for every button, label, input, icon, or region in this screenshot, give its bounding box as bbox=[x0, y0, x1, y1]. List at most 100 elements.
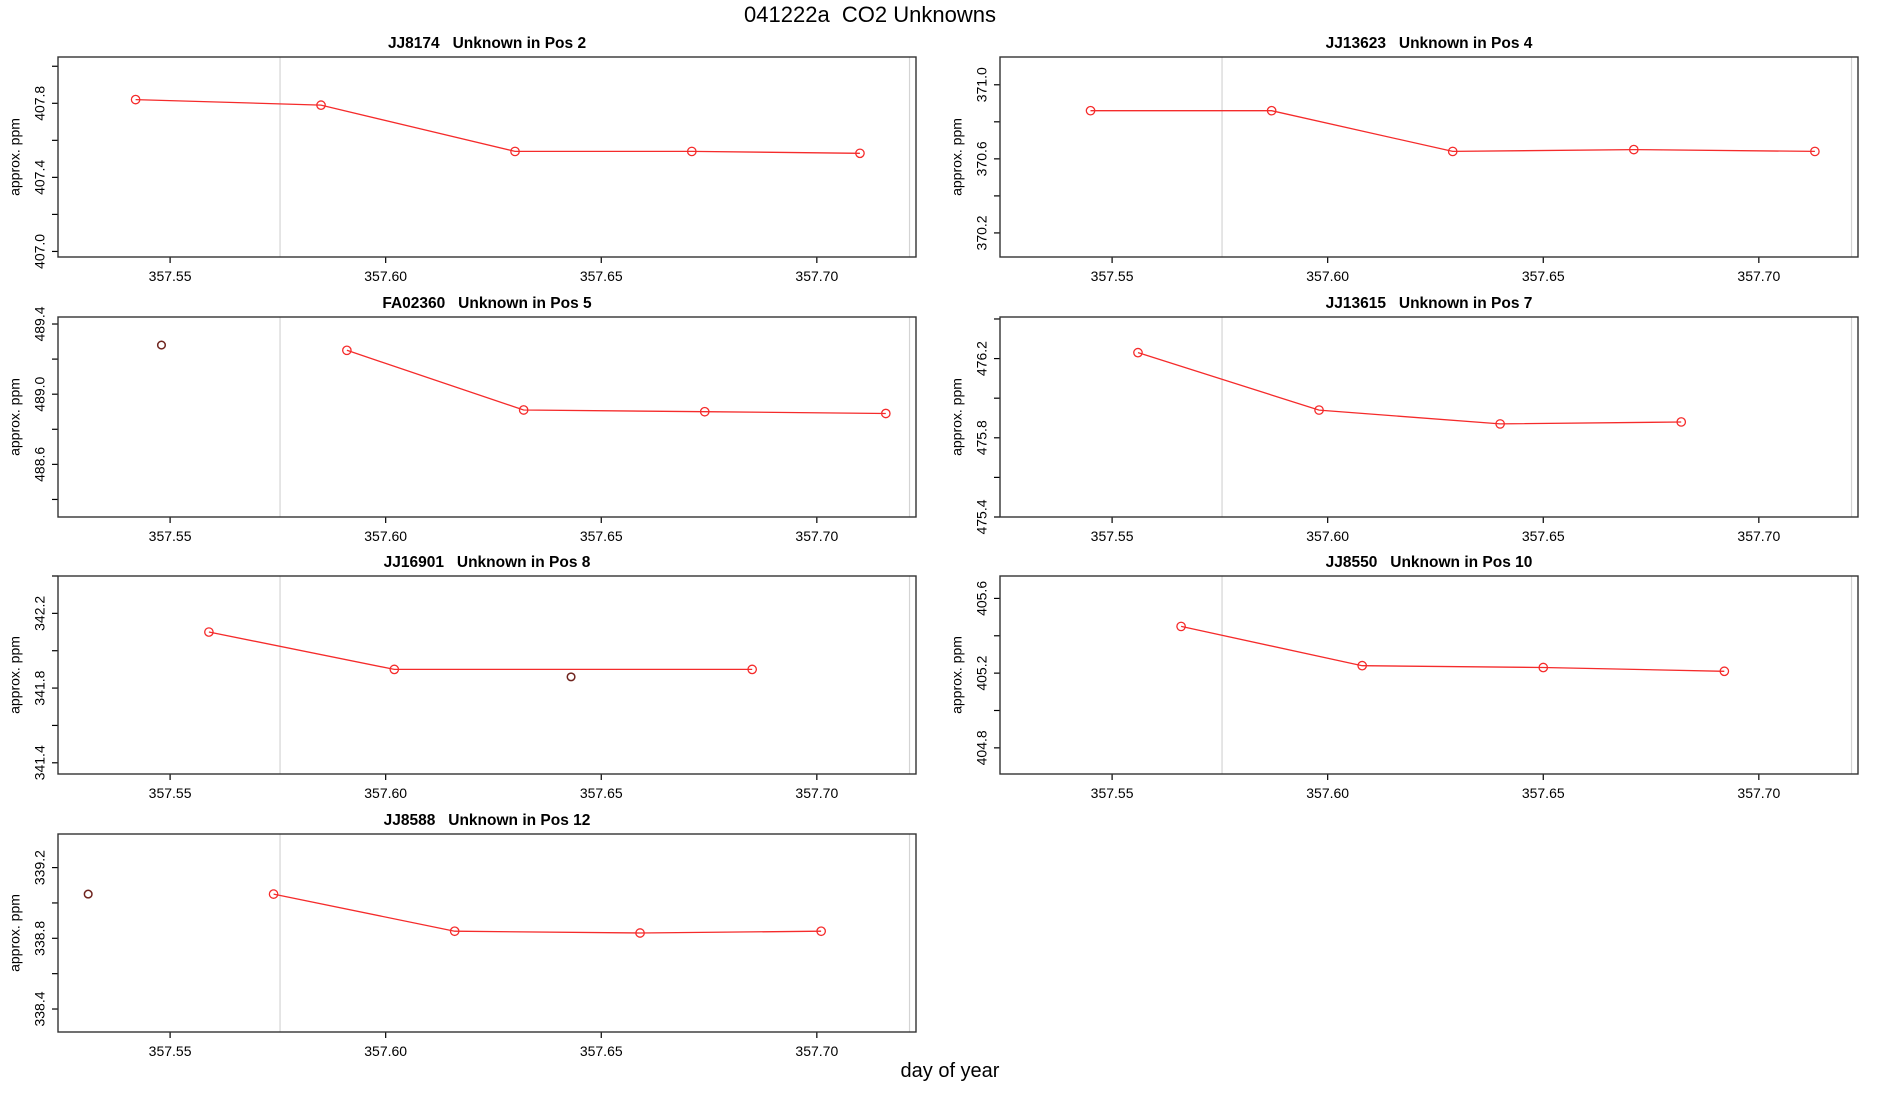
panels-svg: JJ8174 Unknown in Pos 2 357.55 357.60 357.6… bbox=[7, 35, 1859, 1059]
y-tick-label: 489.4 bbox=[32, 306, 48, 341]
x-axis-title: day of year bbox=[900, 1060, 1000, 1082]
y-tick-label: 371.0 bbox=[974, 67, 990, 102]
data-point bbox=[1447, 146, 1458, 157]
y-axis-title: approx. ppm bbox=[7, 378, 23, 456]
data-point bbox=[880, 408, 891, 419]
panel-title: JJ8174 Unknown in Pos 2 bbox=[388, 35, 586, 52]
x-tick-label: 357.70 bbox=[1737, 528, 1780, 544]
x-tick-label: 357.55 bbox=[1091, 785, 1134, 801]
x-tick-label: 357.60 bbox=[364, 785, 407, 801]
panel-jj13623: JJ13623 Unknown in Pos 4 357.55 357.60 357.… bbox=[949, 35, 1859, 284]
series-line bbox=[1137, 351, 1682, 425]
data-point bbox=[1133, 347, 1143, 358]
x-tick-label: 357.55 bbox=[149, 1043, 192, 1059]
panel-frame bbox=[999, 316, 1859, 518]
data-point bbox=[518, 405, 529, 415]
data-point bbox=[1085, 105, 1096, 116]
x-tick-label: 357.60 bbox=[364, 1043, 407, 1059]
data-point bbox=[1676, 417, 1687, 427]
data-point bbox=[686, 146, 697, 157]
y-axis-title: approx. ppm bbox=[949, 636, 965, 714]
y-tick-label: 341.4 bbox=[32, 745, 48, 780]
x-tick-label: 357.65 bbox=[580, 1043, 623, 1059]
y-tick-label: 341.8 bbox=[32, 670, 48, 705]
y-tick-label: 407.4 bbox=[32, 160, 48, 195]
data-point bbox=[1176, 621, 1186, 632]
y-tick-label: 342.2 bbox=[32, 596, 48, 631]
series-line bbox=[208, 631, 753, 671]
y-tick-label: 407.0 bbox=[32, 234, 48, 269]
x-tick-label: 357.55 bbox=[149, 785, 192, 801]
data-point bbox=[855, 148, 865, 159]
y-axis-title: approx. ppm bbox=[949, 118, 965, 196]
y-tick-label: 405.6 bbox=[974, 581, 990, 616]
x-tick-label: 357.70 bbox=[795, 1043, 838, 1059]
x-tick-label: 357.55 bbox=[1091, 268, 1134, 284]
y-tick-label: 476.2 bbox=[974, 341, 990, 376]
data-point bbox=[1628, 144, 1639, 155]
x-tick-label: 357.55 bbox=[1091, 528, 1134, 544]
data-point bbox=[1810, 146, 1820, 157]
y-tick-label: 475.4 bbox=[974, 499, 990, 534]
data-point bbox=[1719, 666, 1730, 677]
panel-frame bbox=[57, 833, 917, 1033]
panel-jj8550: JJ8550 Unknown in Pos 10 357.55 357.60 357.… bbox=[949, 554, 1859, 801]
x-tick-label: 357.70 bbox=[795, 268, 838, 284]
panel-jj8588: JJ8588 Unknown in Pos 12 357.55 357.60 357.… bbox=[7, 812, 917, 1059]
data-point bbox=[1495, 419, 1505, 429]
y-tick-label: 489.0 bbox=[32, 376, 48, 411]
figure-title: 041222a CO2 Unknowns bbox=[744, 2, 996, 27]
x-tick-label: 357.60 bbox=[1306, 268, 1349, 284]
panel-title: JJ8550 Unknown in Pos 10 bbox=[1326, 554, 1533, 571]
x-tick-label: 357.65 bbox=[1522, 268, 1565, 284]
data-point bbox=[316, 100, 326, 110]
data-point bbox=[747, 664, 758, 675]
panel-frame bbox=[999, 575, 1859, 775]
data-point bbox=[449, 926, 460, 937]
panel-title: JJ8588 Unknown in Pos 12 bbox=[384, 812, 591, 829]
series-line bbox=[273, 893, 822, 934]
data-point bbox=[510, 146, 520, 157]
x-tick-label: 357.70 bbox=[1737, 268, 1780, 284]
panel-title: JJ16901 Unknown in Pos 8 bbox=[384, 554, 591, 571]
x-tick-label: 357.65 bbox=[1522, 785, 1565, 801]
data-point bbox=[204, 627, 214, 637]
y-axis-title: approx. ppm bbox=[949, 378, 965, 456]
data-point bbox=[1314, 405, 1324, 415]
x-tick-label: 357.60 bbox=[1306, 785, 1349, 801]
data-point bbox=[342, 345, 352, 356]
panel-title: FA02360 Unknown in Pos 5 bbox=[382, 295, 592, 312]
y-axis-title: approx. ppm bbox=[7, 636, 23, 714]
series-line bbox=[135, 98, 860, 154]
panel-title: JJ13623 Unknown in Pos 4 bbox=[1326, 35, 1533, 52]
outlier-point bbox=[566, 672, 576, 682]
y-tick-label: 475.8 bbox=[974, 420, 990, 455]
data-point bbox=[389, 664, 400, 675]
panel-jj8174: JJ8174 Unknown in Pos 2 357.55 357.60 357.6… bbox=[7, 35, 917, 284]
panel-title: JJ13615 Unknown in Pos 7 bbox=[1326, 295, 1533, 312]
data-point bbox=[1538, 662, 1549, 673]
x-tick-label: 357.70 bbox=[795, 528, 838, 544]
panel-frame bbox=[57, 56, 917, 258]
panel-fa02360: FA02360 Unknown in Pos 5 357.55 357.60 357.… bbox=[7, 295, 917, 544]
y-tick-label: 339.2 bbox=[32, 850, 48, 885]
data-point bbox=[635, 928, 645, 938]
x-tick-label: 357.65 bbox=[1522, 528, 1565, 544]
y-tick-label: 338.8 bbox=[32, 921, 48, 956]
x-tick-label: 357.70 bbox=[795, 785, 838, 801]
y-tick-label: 370.6 bbox=[974, 141, 990, 176]
panel-jj13615: JJ13615 Unknown in Pos 7 357.55 357.60 357.… bbox=[949, 295, 1859, 544]
y-tick-label: 407.8 bbox=[32, 86, 48, 121]
y-axis-title: approx. ppm bbox=[7, 894, 23, 972]
data-point bbox=[816, 926, 826, 937]
panel-jj16901: JJ16901 Unknown in Pos 8 357.55 357.60 357.… bbox=[7, 554, 917, 801]
x-tick-label: 357.70 bbox=[1737, 785, 1780, 801]
panel-frame bbox=[57, 575, 917, 775]
x-tick-label: 357.60 bbox=[1306, 528, 1349, 544]
data-point bbox=[268, 889, 279, 899]
series-line bbox=[1180, 625, 1725, 672]
y-tick-label: 405.2 bbox=[974, 655, 990, 690]
y-axis-title: approx. ppm bbox=[7, 118, 23, 196]
data-point bbox=[699, 406, 710, 417]
